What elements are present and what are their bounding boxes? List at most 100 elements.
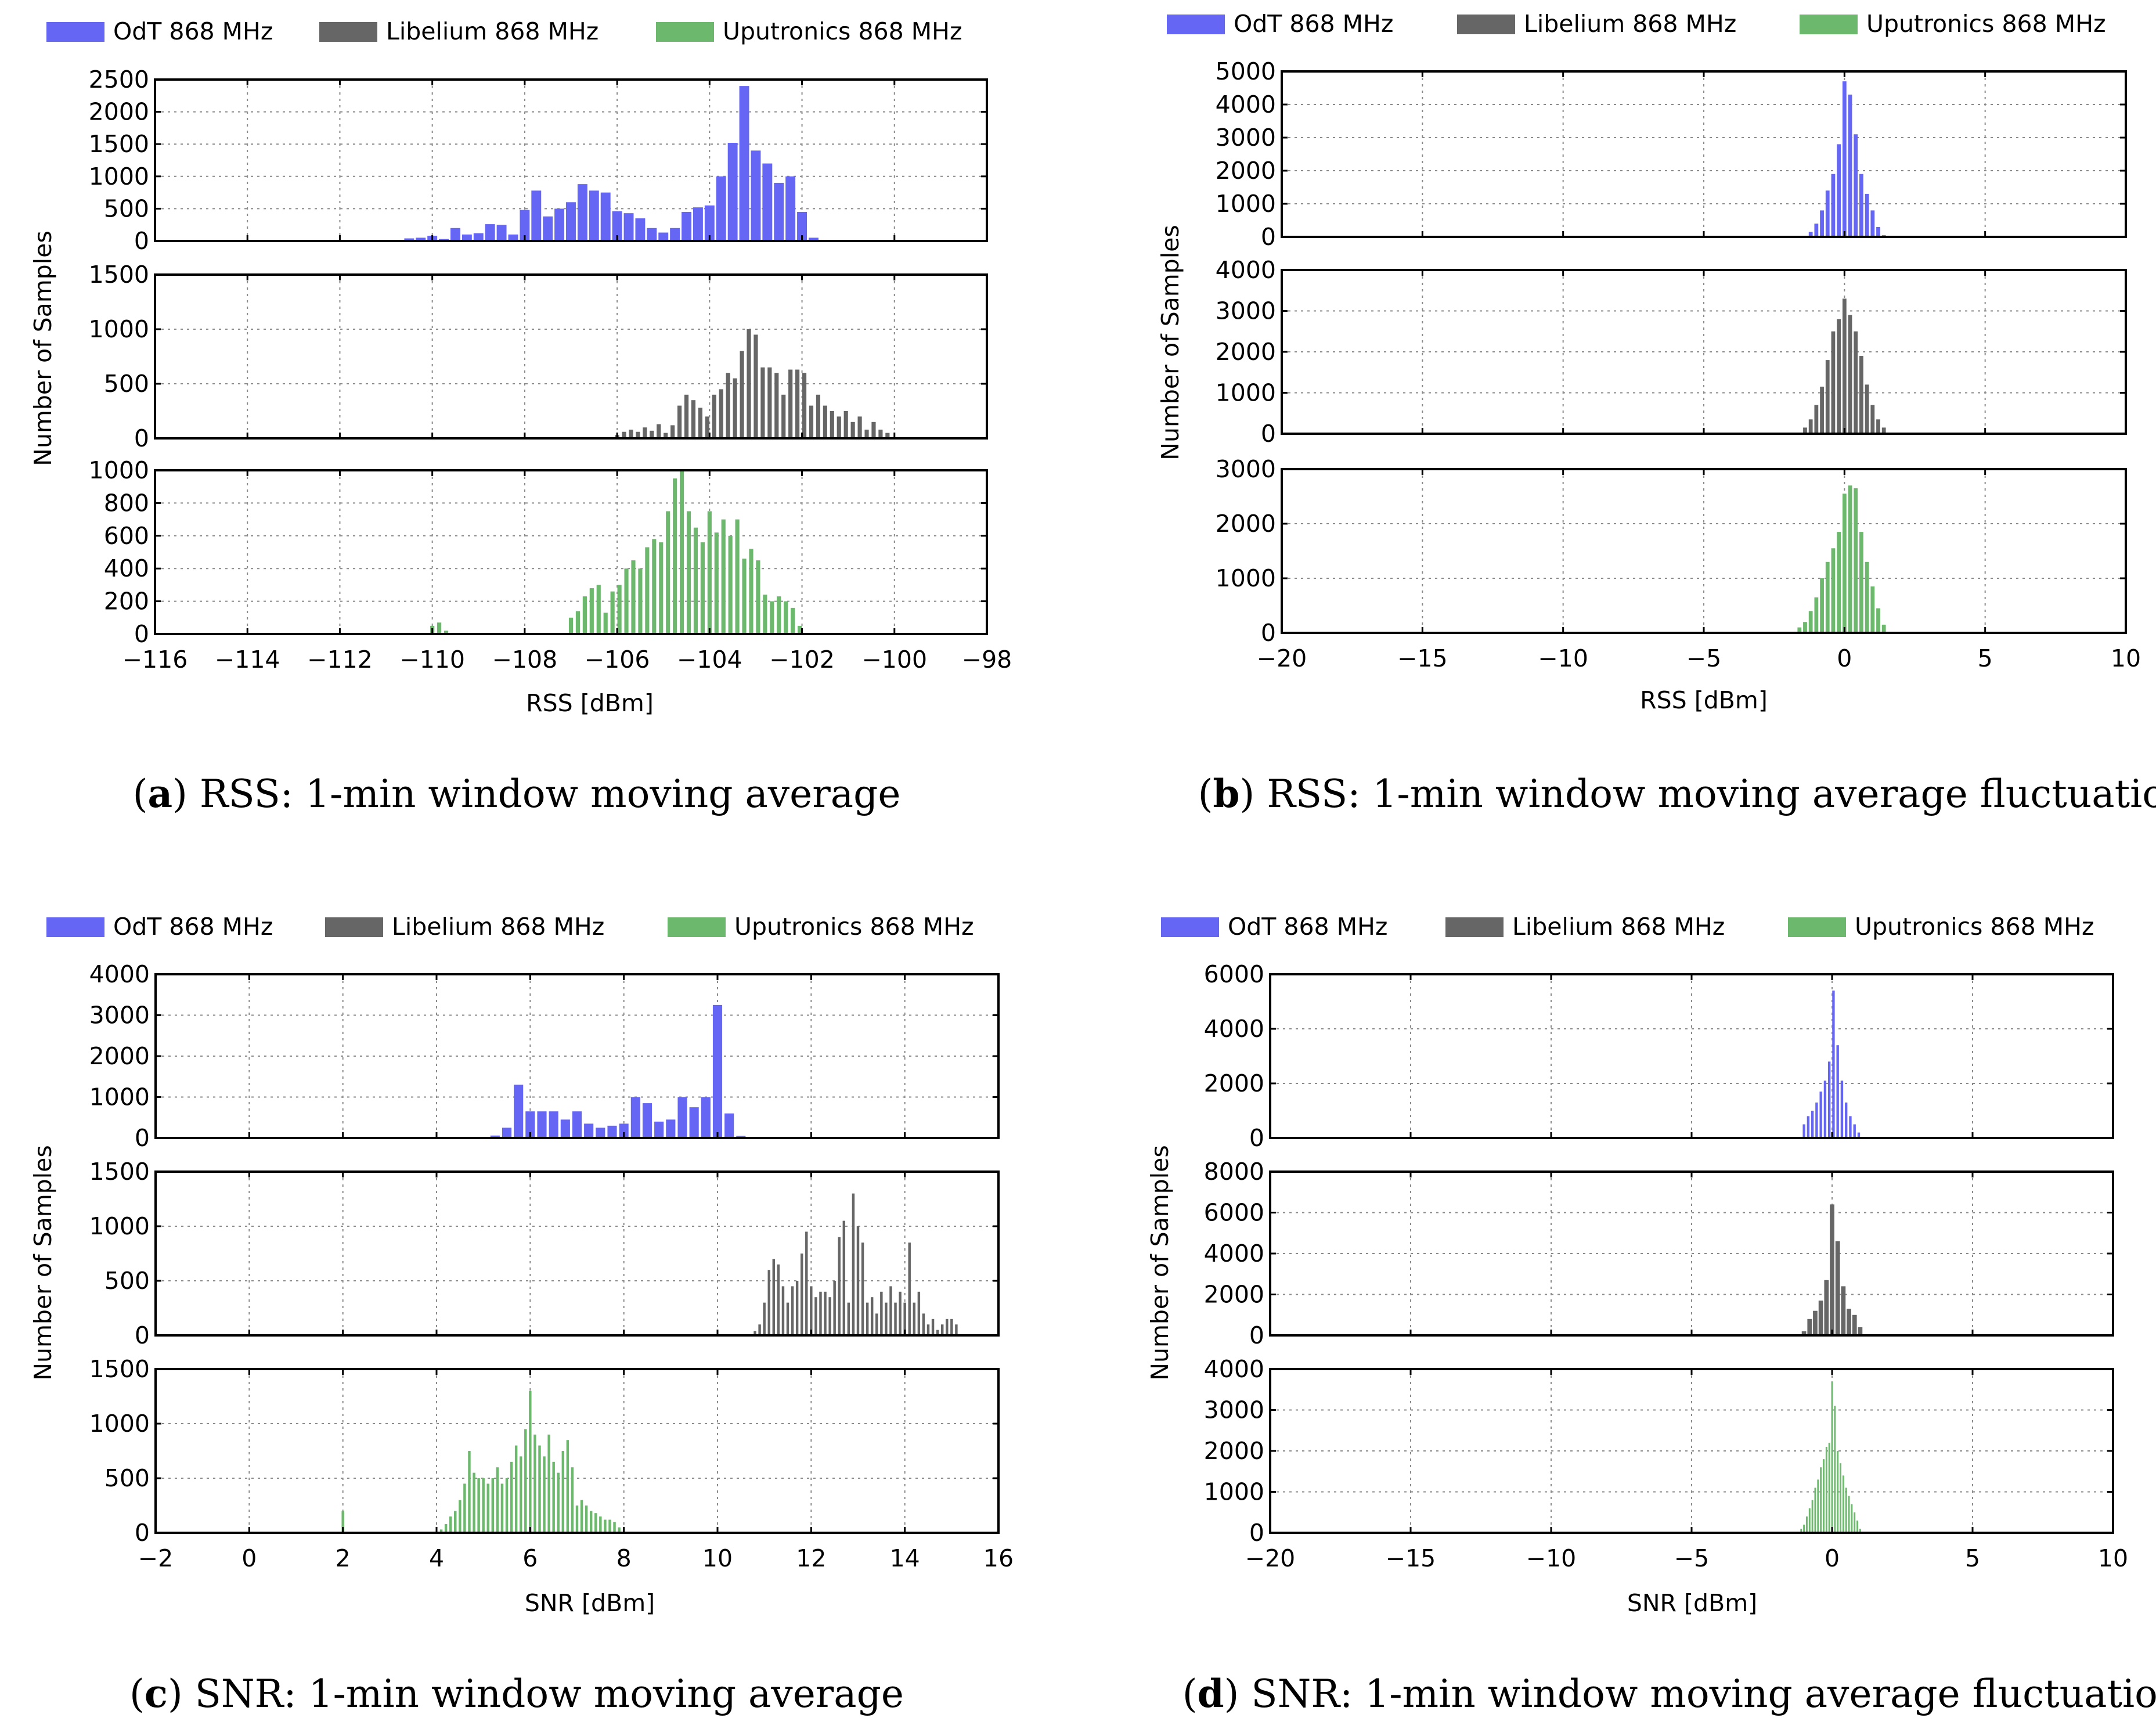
- xtick-label: −104: [677, 646, 742, 673]
- bar-odt: [1865, 193, 1869, 237]
- bar-odt: [666, 1119, 676, 1138]
- legend-label-libelium-d: Libelium 868 MHz: [1512, 913, 1725, 941]
- ytick-label: 1000: [1216, 379, 1276, 407]
- ytick-label: 1500: [89, 1158, 150, 1186]
- bar-uputronics: [568, 617, 574, 634]
- bar-odt: [1840, 1081, 1844, 1138]
- bar-libelium: [1854, 331, 1858, 434]
- xtick-label: 2: [336, 1544, 351, 1572]
- bar-uputronics: [477, 1478, 480, 1533]
- ytick-label: 1000: [89, 1212, 150, 1240]
- bar-uputronics: [1870, 586, 1875, 633]
- legend-swatch-libelium-d: [1445, 917, 1504, 937]
- ytick-label: 1000: [89, 1410, 150, 1438]
- bar-libelium: [795, 1281, 799, 1335]
- ytick-label: 0: [1261, 619, 1276, 647]
- bar-libelium: [726, 373, 730, 438]
- bar-libelium: [833, 1281, 836, 1335]
- ytick-label: 1000: [1216, 564, 1276, 592]
- ytick-label: 500: [104, 370, 149, 398]
- bar-odt: [689, 1107, 699, 1138]
- bar-uputronics: [749, 549, 753, 634]
- bar-odt: [496, 225, 507, 241]
- legend-label-odt-c: OdT 868 MHz: [113, 913, 273, 941]
- bar-libelium: [781, 394, 786, 438]
- legend-label-libelium-a: Libelium 868 MHz: [386, 17, 599, 45]
- bar-uputronics: [1881, 624, 1886, 633]
- ytick-label: 1500: [89, 261, 149, 289]
- bar-libelium: [772, 1259, 776, 1335]
- bar-libelium: [816, 394, 821, 438]
- ytick-label: 0: [135, 1519, 150, 1547]
- ytick-label: 1500: [89, 130, 149, 158]
- caption-d: (d) SNR: 1-min window moving average flu…: [1182, 1671, 2156, 1716]
- legend-swatch-odt-c: [46, 917, 104, 937]
- bar-uputronics: [1831, 548, 1836, 633]
- bar-uputronics: [1845, 1488, 1847, 1533]
- bar-odt: [537, 1111, 547, 1138]
- panel-b-2: 0 1000 2000 3000 4000: [1216, 256, 2127, 448]
- bar-uputronics: [1837, 1451, 1839, 1533]
- bar-odt: [1849, 1116, 1852, 1138]
- bar-uputronics: [468, 1451, 471, 1533]
- bar-libelium: [814, 1297, 817, 1335]
- bar-odt: [1825, 190, 1830, 237]
- bar-libelium: [852, 1193, 855, 1335]
- bar-uputronics: [624, 568, 629, 634]
- bar-uputronics: [552, 1461, 555, 1533]
- panel-d-2: 0 2000 4000 6000 8000: [1204, 1158, 2114, 1349]
- xlabel-c: SNR [dBm]: [525, 1589, 655, 1617]
- bar-libelium: [931, 1319, 935, 1335]
- bar-uputronics: [566, 1440, 569, 1533]
- bar-odt: [485, 224, 495, 241]
- bar-uputronics: [444, 1523, 448, 1533]
- panel-a-3: 0 200 400 600 800 1000: [89, 456, 988, 648]
- ylabel-b: Number of Samples: [1156, 225, 1184, 460]
- bar-odt: [577, 184, 587, 241]
- caption-letter-c: c: [145, 1671, 168, 1716]
- ytick-label: 0: [134, 227, 149, 255]
- bar-libelium: [899, 1291, 902, 1335]
- bar-odt: [560, 1119, 570, 1138]
- ytick-label: 0: [1261, 420, 1276, 448]
- bar-libelium: [670, 425, 675, 438]
- bar-libelium: [913, 1302, 916, 1335]
- bar-libelium: [1847, 1309, 1851, 1335]
- bar-libelium: [698, 408, 702, 438]
- bar-libelium: [753, 334, 758, 438]
- bar-libelium: [908, 1242, 911, 1335]
- caption-letter-d: d: [1198, 1671, 1224, 1716]
- bar-uputronics: [1856, 1520, 1859, 1533]
- bar-uputronics: [1876, 608, 1880, 633]
- legend-swatch-odt-a: [46, 22, 104, 42]
- caption-text-a: RSS: 1-min window moving average: [200, 772, 901, 816]
- bar-libelium: [684, 394, 689, 438]
- bar-uputronics: [1800, 1528, 1802, 1533]
- bar-uputronics: [482, 1478, 485, 1533]
- bar-libelium: [1813, 1310, 1818, 1335]
- bar-libelium: [861, 1242, 864, 1335]
- bar-libelium: [823, 405, 827, 438]
- bar-libelium: [903, 1302, 906, 1335]
- xtick-label: −5: [1674, 1544, 1709, 1572]
- bar-uputronics: [1823, 1459, 1825, 1533]
- bar-odt: [785, 176, 796, 241]
- bar-libelium: [922, 1313, 925, 1335]
- legend-swatch-libelium-a: [319, 22, 377, 42]
- panel-a-1: 0 500 1000 1500 2000 2500: [89, 66, 988, 255]
- bar-uputronics: [1808, 1508, 1811, 1533]
- bar-odt: [1857, 1132, 1861, 1138]
- caption-letter-a: a: [147, 771, 172, 816]
- bar-uputronics: [491, 1478, 495, 1533]
- bar-uputronics: [791, 607, 795, 634]
- bar-uputronics: [618, 1527, 621, 1533]
- subfigure-c: OdT 868 MHz Libelium 868 MHz Uputronics …: [29, 913, 1014, 1716]
- bar-uputronics: [580, 1500, 583, 1533]
- bar-uputronics: [777, 596, 781, 634]
- bar-libelium: [926, 1324, 930, 1335]
- bar-libelium: [880, 1291, 883, 1335]
- bar-odt: [701, 1097, 711, 1138]
- bar-odt: [670, 228, 680, 241]
- bar-libelium: [753, 1331, 756, 1335]
- ytick-label: 2000: [1216, 338, 1276, 366]
